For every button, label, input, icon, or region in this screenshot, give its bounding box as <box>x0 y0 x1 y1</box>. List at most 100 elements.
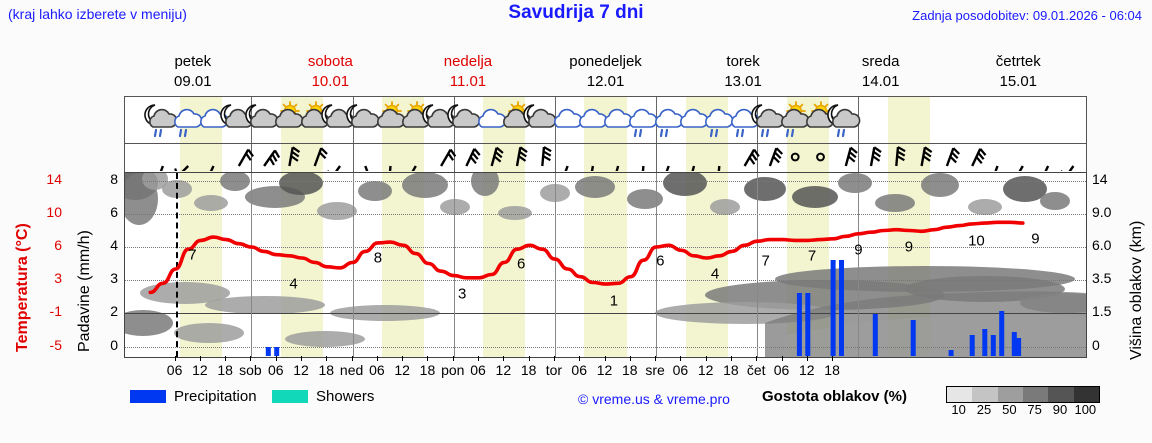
precipitation-bar <box>872 314 878 356</box>
day-header-5: sreda 14.01 <box>812 52 950 94</box>
axis-tick-label: 3 <box>54 270 62 286</box>
time-axis-label: 18 <box>318 362 335 378</box>
precipitation-bar <box>910 320 916 356</box>
day-date: 11.01 <box>449 73 487 90</box>
time-tick <box>301 356 303 361</box>
copyright-link[interactable]: © vreme.us & vreme.pro <box>578 391 730 407</box>
wind-barb <box>237 148 254 167</box>
time-axis-label: 12 <box>394 362 410 378</box>
time-axis-label: 06 <box>166 362 183 378</box>
time-axis-label: 06 <box>267 362 284 378</box>
day-separator <box>453 173 455 357</box>
location-menu-note[interactable]: (kraj lahko izberete v meniju) <box>8 6 187 22</box>
daylight-band <box>786 144 829 172</box>
temperature-value-label: 8 <box>373 249 383 267</box>
wind-barb <box>768 147 784 167</box>
wind-barb <box>844 146 858 167</box>
temperature-value-label: 4 <box>289 275 298 293</box>
wind-barb <box>263 149 281 167</box>
axis-tick-label: 1.5 <box>1092 303 1112 319</box>
wind-barb <box>945 147 961 167</box>
axis-tick-label: 0 <box>110 337 118 353</box>
axis-tick-label: 14 <box>1092 171 1108 187</box>
axis-tick-label: -1 <box>49 303 62 319</box>
precipitation-bar <box>1016 338 1022 356</box>
cloud-density-tick-labels: 10 25 50 75 90 100 <box>946 402 1098 420</box>
time-axis-label: tor <box>545 362 563 378</box>
time-tick <box>452 356 454 361</box>
wind-barb-strip <box>124 144 1087 172</box>
density-swatch-50 <box>997 387 1023 402</box>
sun-cloud-icon <box>270 101 308 141</box>
day-date: 14.01 <box>861 73 900 90</box>
temperature-axis-label: Temperatura (°C) <box>14 223 31 352</box>
daylight-band <box>382 173 425 357</box>
grid-line <box>125 247 1086 248</box>
weather-icon-strip <box>124 96 1087 144</box>
day-date: 13.01 <box>724 73 762 90</box>
precipitation-color-swatch <box>130 390 166 403</box>
time-tick <box>579 356 581 361</box>
showers-color-swatch <box>272 390 308 403</box>
time-tick <box>503 356 505 361</box>
precipitation-bar <box>1011 332 1017 356</box>
time-tick <box>528 356 530 361</box>
day-separator <box>554 144 556 172</box>
meteogram-plot[interactable]: 7 4 8 3 6 1 6 4 7 7 9 9 10 9 <box>124 172 1087 358</box>
wind-barb <box>1012 165 1024 171</box>
daylight-band <box>280 144 324 172</box>
wind-barb <box>661 165 670 171</box>
day-separator <box>656 144 658 172</box>
time-tick <box>478 356 480 361</box>
wind-barb <box>326 165 341 171</box>
current-time-line <box>175 173 178 357</box>
wind-barbs-svg <box>155 146 1075 171</box>
temperature-value-label: 7 <box>807 247 817 265</box>
wind-barb <box>364 165 373 171</box>
day-separator <box>352 173 354 357</box>
precipitation-bar <box>796 293 802 356</box>
day-separator <box>858 173 860 357</box>
temperature-value-label: 6 <box>656 252 665 270</box>
axis-tick-label: 0 <box>1092 337 1100 353</box>
temperature-value-label: 9 <box>1031 230 1040 248</box>
sun-cloud-icon <box>372 101 410 141</box>
grid-line <box>125 313 1086 314</box>
wind-barb <box>612 165 620 171</box>
day-date: 10.01 <box>311 73 350 90</box>
wind-barb <box>920 146 933 167</box>
precipitation-bar <box>274 347 280 356</box>
time-tick <box>730 356 732 361</box>
time-axis: 06 12 18 sob 06 12 18 ned 06 12 18 pon 06 12 18 tor 06 12… <box>124 356 1087 380</box>
time-axis-label: 18 <box>520 362 537 378</box>
time-axis-label: čet <box>746 362 766 378</box>
daylight-band <box>584 144 627 172</box>
axis-tick-label: 9.0 <box>1092 204 1112 220</box>
time-tick <box>655 356 657 361</box>
time-tick <box>250 356 252 361</box>
moon-cloud-rain-icon <box>826 101 865 141</box>
wind-barb <box>1059 165 1075 171</box>
density-swatch-90 <box>1048 387 1074 402</box>
precipitation-bar <box>969 335 975 356</box>
wind-barb <box>687 165 696 171</box>
density-tick-label: 100 <box>1074 402 1097 417</box>
temperature-value-label: 9 <box>854 241 863 259</box>
time-tick <box>199 356 201 361</box>
density-tick-label: 25 <box>976 402 992 417</box>
time-tick <box>275 356 277 361</box>
time-axis-label: sob <box>239 362 262 378</box>
axis-tick-label: -5 <box>49 337 62 353</box>
axis-tick-label: 8 <box>110 171 118 187</box>
time-axis-label: 12 <box>495 362 512 378</box>
temperature-value-label: 9 <box>904 238 914 255</box>
time-axis-label: 18 <box>824 362 840 378</box>
time-axis-label: 12 <box>596 362 613 378</box>
precipitation-bar <box>948 350 954 356</box>
time-tick <box>756 356 758 361</box>
day-name: četrtek <box>995 53 1041 70</box>
day-name: torek <box>726 53 760 70</box>
time-axis-label: 12 <box>799 362 815 378</box>
moon-cloud-icon <box>523 101 561 141</box>
precipitation-bar <box>265 347 271 356</box>
